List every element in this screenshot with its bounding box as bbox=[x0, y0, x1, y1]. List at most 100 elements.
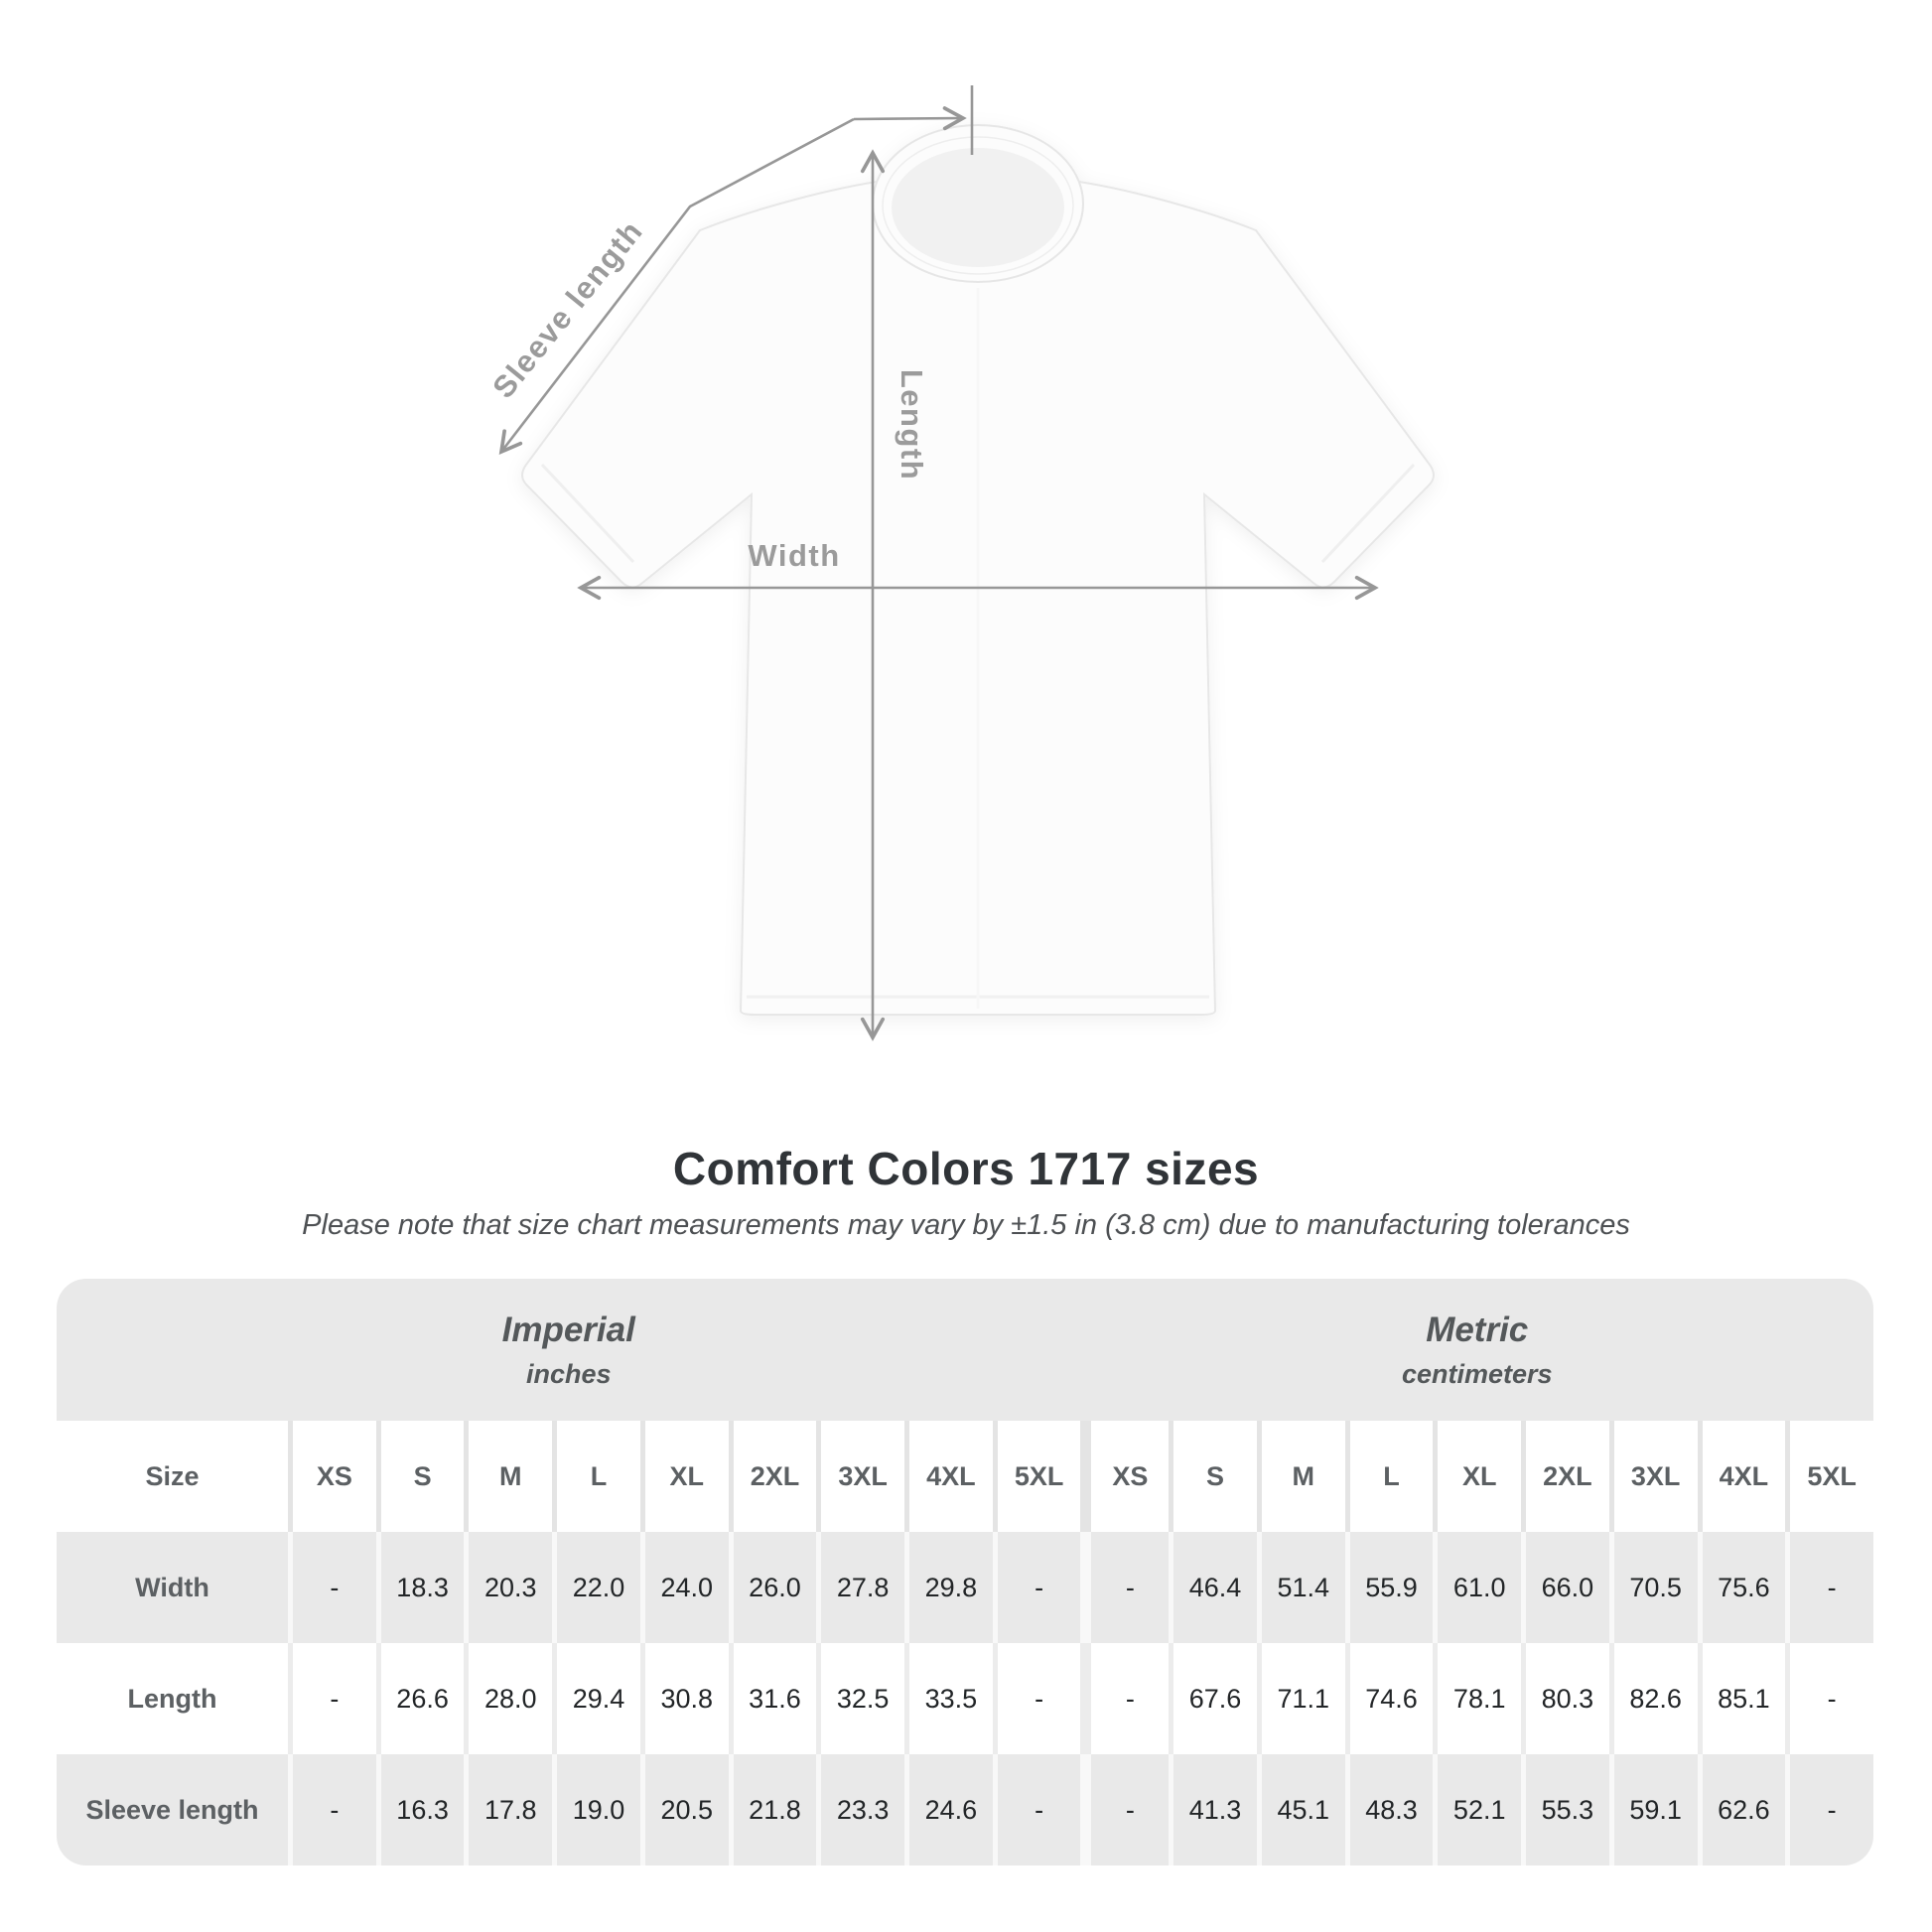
size-header-imperial-s: S bbox=[375, 1421, 465, 1532]
value-cell: 27.8 bbox=[816, 1532, 905, 1643]
imperial-band: Imperial inches bbox=[57, 1279, 1081, 1421]
value-cell: 85.1 bbox=[1697, 1643, 1786, 1754]
value-cell: 62.6 bbox=[1697, 1754, 1786, 1865]
imperial-label: Imperial bbox=[501, 1310, 635, 1349]
measurement-row-sleeve-length: Sleeve length -16.3 17.8 19.0 20.5 21.8 23.3 24… bbox=[57, 1754, 1873, 1865]
value-cell: - bbox=[992, 1532, 1081, 1643]
size-header-imperial-xs: XS bbox=[288, 1421, 376, 1532]
value-cell: 45.1 bbox=[1256, 1754, 1345, 1865]
value-cell: - bbox=[1785, 1532, 1873, 1643]
imperial-unit-label: inches bbox=[525, 1358, 612, 1389]
value-cell: 26.6 bbox=[375, 1643, 465, 1754]
value-cell: - bbox=[288, 1754, 376, 1865]
metric-unit-label: centimeters bbox=[1401, 1358, 1553, 1389]
size-header-metric-3xl: 3XL bbox=[1608, 1421, 1698, 1532]
size-header-imperial-3xl: 3XL bbox=[816, 1421, 905, 1532]
value-cell: 67.6 bbox=[1169, 1643, 1257, 1754]
value-cell: 31.6 bbox=[728, 1643, 817, 1754]
size-header-imperial-2xl: 2XL bbox=[728, 1421, 817, 1532]
value-cell: 55.9 bbox=[1344, 1532, 1434, 1643]
value-cell: - bbox=[1080, 1532, 1170, 1643]
tshirt-graphic bbox=[521, 124, 1435, 1016]
size-header-imperial-l: L bbox=[552, 1421, 640, 1532]
sleeve-length-top-arrow bbox=[853, 106, 967, 131]
value-cell: - bbox=[1785, 1643, 1873, 1754]
size-header-imperial-m: M bbox=[464, 1421, 553, 1532]
collar-opening bbox=[892, 148, 1064, 267]
value-cell: 59.1 bbox=[1608, 1754, 1698, 1865]
measurement-row-length: Length -26.6 28.0 29.4 30.8 31.6 32.5 33.5- -67.… bbox=[57, 1643, 1873, 1754]
value-cell: - bbox=[1080, 1643, 1170, 1754]
value-cell: 22.0 bbox=[552, 1532, 640, 1643]
tshirt-diagram: Sleeve length Length Width bbox=[485, 85, 1435, 1041]
metric-label: Metric bbox=[1426, 1310, 1529, 1349]
row-label: Sleeve length bbox=[57, 1754, 288, 1865]
size-header-metric-xl: XL bbox=[1433, 1421, 1522, 1532]
value-cell: - bbox=[288, 1643, 376, 1754]
size-header-metric-2xl: 2XL bbox=[1521, 1421, 1609, 1532]
value-cell: - bbox=[1785, 1754, 1873, 1865]
page-title: Comfort Colors 1717 sizes bbox=[672, 1143, 1260, 1194]
value-cell: 24.6 bbox=[904, 1754, 993, 1865]
value-cell: 82.6 bbox=[1608, 1643, 1698, 1754]
width-label: Width bbox=[748, 538, 840, 573]
value-cell: - bbox=[992, 1643, 1081, 1754]
size-header-row: Size XS S M L XL 2XL 3XL 4XL 5XL XS S M L XL 2XL 3XL 4XL… bbox=[57, 1421, 1873, 1532]
value-cell: 46.4 bbox=[1169, 1532, 1257, 1643]
value-cell: 66.0 bbox=[1521, 1532, 1609, 1643]
value-cell: - bbox=[992, 1754, 1081, 1865]
value-cell: 16.3 bbox=[375, 1754, 465, 1865]
value-cell: 51.4 bbox=[1256, 1532, 1345, 1643]
value-cell: 29.4 bbox=[552, 1643, 640, 1754]
value-cell: 75.6 bbox=[1697, 1532, 1786, 1643]
value-cell: 28.0 bbox=[464, 1643, 553, 1754]
size-header-metric-4xl: 4XL bbox=[1697, 1421, 1786, 1532]
value-cell: 20.5 bbox=[639, 1754, 729, 1865]
size-header-metric-s: S bbox=[1169, 1421, 1257, 1532]
row-label: Length bbox=[57, 1643, 288, 1754]
page-subtitle: Please note that size chart measurements… bbox=[302, 1209, 1630, 1241]
size-header-imperial-xl: XL bbox=[639, 1421, 729, 1532]
size-header-metric-l: L bbox=[1344, 1421, 1434, 1532]
value-cell: 33.5 bbox=[904, 1643, 993, 1754]
size-corner-header: Size bbox=[57, 1421, 288, 1532]
sleeve-length-line bbox=[498, 117, 855, 456]
size-header-metric-m: M bbox=[1256, 1421, 1345, 1532]
value-cell: - bbox=[1080, 1754, 1170, 1865]
value-cell: 23.3 bbox=[816, 1754, 905, 1865]
measurement-row-width: Width -18.3 20.3 22.0 24.0 26.0 27.8 29.8- -46.4… bbox=[57, 1532, 1873, 1643]
value-cell: 19.0 bbox=[552, 1754, 640, 1865]
value-cell: 74.6 bbox=[1344, 1643, 1434, 1754]
value-cell: 41.3 bbox=[1169, 1754, 1257, 1865]
value-cell: 26.0 bbox=[728, 1532, 817, 1643]
value-cell: 80.3 bbox=[1521, 1643, 1609, 1754]
size-header-metric-xs: XS bbox=[1080, 1421, 1170, 1532]
value-cell: 18.3 bbox=[375, 1532, 465, 1643]
value-cell: 78.1 bbox=[1433, 1643, 1522, 1754]
value-cell: 17.8 bbox=[464, 1754, 553, 1865]
size-table: Imperial inches Metric centimeters Size … bbox=[57, 1279, 1873, 1865]
value-cell: 21.8 bbox=[728, 1754, 817, 1865]
measurement-lines bbox=[498, 85, 1379, 1041]
row-label: Width bbox=[57, 1532, 288, 1643]
size-header-imperial-4xl: 4XL bbox=[904, 1421, 993, 1532]
size-header-imperial-5xl: 5XL bbox=[992, 1421, 1081, 1532]
left-cuff-seam bbox=[540, 463, 635, 564]
value-cell: 30.8 bbox=[639, 1643, 729, 1754]
size-header-metric-5xl: 5XL bbox=[1785, 1421, 1873, 1532]
right-cuff-seam bbox=[1320, 463, 1416, 564]
length-label: Length bbox=[895, 369, 929, 481]
metric-band: Metric centimeters bbox=[1080, 1279, 1873, 1421]
unit-band-row: Imperial inches Metric centimeters bbox=[57, 1279, 1873, 1421]
value-cell: 20.3 bbox=[464, 1532, 553, 1643]
size-table-body: Width -18.3 20.3 22.0 24.0 26.0 27.8 29.8- -46.4… bbox=[57, 1532, 1873, 1865]
value-cell: 52.1 bbox=[1433, 1754, 1522, 1865]
value-cell: 32.5 bbox=[816, 1643, 905, 1754]
value-cell: 29.8 bbox=[904, 1532, 993, 1643]
value-cell: - bbox=[288, 1532, 376, 1643]
value-cell: 48.3 bbox=[1344, 1754, 1434, 1865]
value-cell: 71.1 bbox=[1256, 1643, 1345, 1754]
value-cell: 24.0 bbox=[639, 1532, 729, 1643]
value-cell: 61.0 bbox=[1433, 1532, 1522, 1643]
